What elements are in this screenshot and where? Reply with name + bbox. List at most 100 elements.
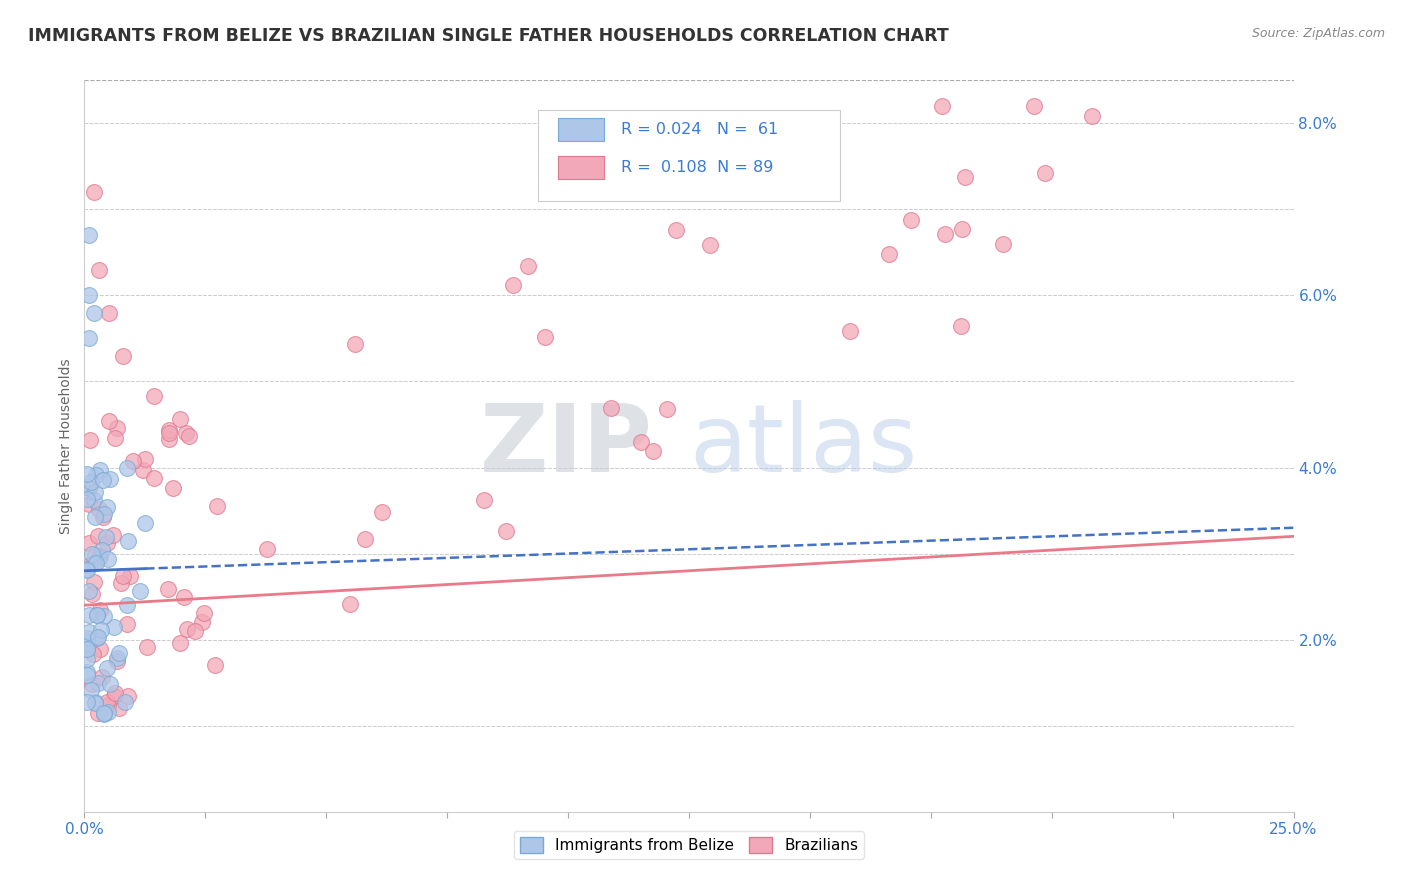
Point bbox=[76, 642, 98, 657]
Point bbox=[838, 324, 860, 338]
Point bbox=[174, 425, 197, 440]
Point bbox=[103, 619, 125, 633]
Point bbox=[699, 238, 721, 252]
Point bbox=[76, 642, 98, 657]
Point bbox=[86, 607, 108, 622]
Point bbox=[76, 631, 98, 645]
Point bbox=[105, 420, 128, 434]
Point bbox=[134, 451, 156, 466]
Point bbox=[87, 262, 110, 277]
Point bbox=[256, 541, 278, 556]
Point bbox=[122, 453, 145, 467]
Point bbox=[96, 535, 118, 549]
Text: ZIP: ZIP bbox=[479, 400, 652, 492]
Point bbox=[80, 677, 103, 691]
Y-axis label: Single Father Households: Single Father Households bbox=[59, 359, 73, 533]
Point bbox=[97, 414, 120, 428]
Point bbox=[87, 551, 110, 566]
Point bbox=[142, 389, 165, 403]
Point bbox=[157, 426, 180, 441]
Legend: Immigrants from Belize, Brazilians: Immigrants from Belize, Brazilians bbox=[513, 830, 865, 859]
Point bbox=[96, 661, 118, 675]
Point bbox=[83, 185, 105, 199]
Point bbox=[80, 682, 103, 697]
Point bbox=[84, 557, 107, 571]
Point bbox=[950, 221, 973, 235]
Point bbox=[87, 676, 110, 690]
Point bbox=[80, 548, 103, 562]
Point bbox=[76, 562, 98, 576]
Point bbox=[502, 277, 524, 292]
Text: R = 0.024   N =  61: R = 0.024 N = 61 bbox=[621, 122, 779, 136]
Point bbox=[204, 658, 226, 673]
Point bbox=[143, 471, 166, 485]
Point bbox=[665, 223, 688, 237]
Point bbox=[112, 349, 135, 363]
Point bbox=[370, 505, 392, 519]
Point bbox=[76, 563, 98, 577]
Point bbox=[93, 706, 115, 720]
Point bbox=[77, 331, 100, 345]
Point bbox=[117, 533, 139, 548]
Point bbox=[111, 568, 134, 582]
Point bbox=[82, 647, 104, 661]
Point bbox=[117, 616, 139, 631]
Point bbox=[98, 472, 121, 486]
Point bbox=[115, 460, 138, 475]
Point bbox=[472, 492, 495, 507]
Point bbox=[89, 642, 111, 657]
Point bbox=[97, 706, 120, 720]
Point bbox=[108, 646, 131, 660]
Point bbox=[135, 640, 157, 654]
Point bbox=[344, 337, 367, 351]
Point bbox=[93, 608, 115, 623]
Point bbox=[157, 423, 180, 437]
Point bbox=[76, 467, 98, 482]
Point bbox=[89, 463, 111, 477]
Point bbox=[97, 698, 120, 712]
Point bbox=[77, 228, 100, 243]
Point bbox=[76, 635, 98, 649]
Point bbox=[105, 651, 128, 665]
Text: R =  0.108  N = 89: R = 0.108 N = 89 bbox=[621, 160, 773, 175]
Point bbox=[177, 429, 200, 443]
Point bbox=[86, 607, 108, 622]
Point bbox=[79, 433, 101, 447]
Point bbox=[950, 319, 973, 334]
Text: atlas: atlas bbox=[689, 400, 917, 492]
Point bbox=[77, 608, 100, 623]
Point bbox=[103, 528, 125, 542]
Point bbox=[931, 99, 953, 113]
Point bbox=[83, 305, 105, 319]
Point bbox=[114, 695, 136, 709]
Point bbox=[76, 668, 98, 682]
Point bbox=[77, 497, 100, 511]
Point bbox=[104, 431, 127, 445]
Point bbox=[117, 599, 139, 613]
Point bbox=[134, 516, 156, 530]
Point bbox=[80, 587, 103, 601]
Point bbox=[76, 695, 98, 709]
Point bbox=[176, 623, 198, 637]
Bar bbox=[558, 118, 605, 141]
Point bbox=[599, 401, 621, 415]
Point bbox=[644, 186, 666, 200]
Point bbox=[1024, 99, 1046, 113]
Point bbox=[339, 598, 361, 612]
Point bbox=[94, 529, 117, 543]
FancyBboxPatch shape bbox=[538, 110, 841, 201]
Point bbox=[77, 584, 100, 599]
Point bbox=[953, 169, 976, 184]
Point bbox=[93, 508, 115, 522]
Point bbox=[1081, 109, 1104, 123]
Point bbox=[157, 432, 180, 446]
Point bbox=[173, 590, 195, 604]
Point bbox=[93, 706, 115, 721]
Point bbox=[991, 237, 1014, 252]
Point bbox=[83, 574, 105, 589]
Point bbox=[83, 556, 105, 570]
Point bbox=[110, 576, 132, 591]
Point bbox=[77, 288, 100, 302]
Point bbox=[83, 492, 105, 507]
Point bbox=[534, 330, 557, 344]
